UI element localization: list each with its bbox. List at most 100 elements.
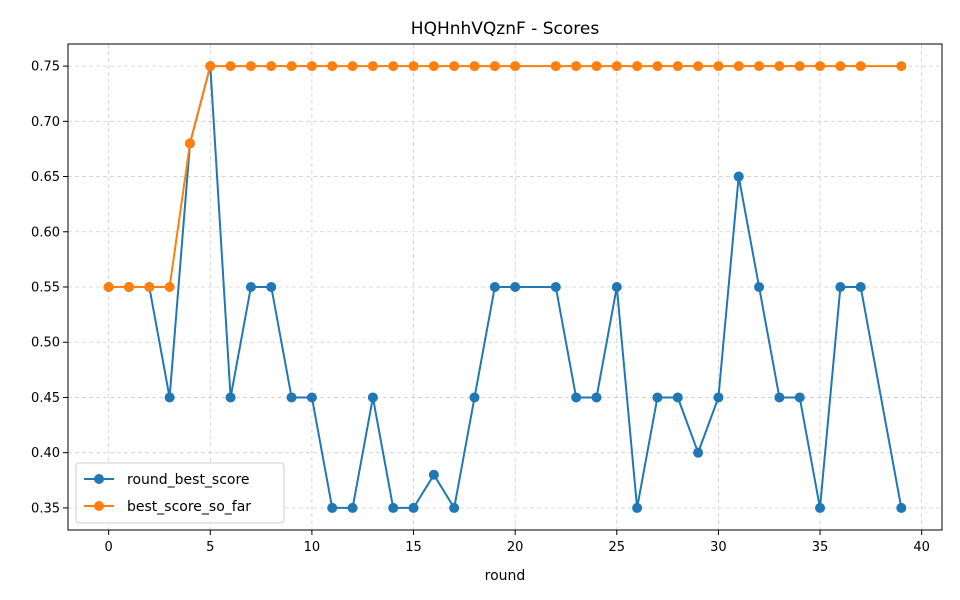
best_score_so_far-point <box>388 61 399 72</box>
round_best_score-point <box>327 502 338 513</box>
round_best_score-point <box>611 282 622 292</box>
x-tick-label: 30 <box>710 540 727 555</box>
legend-label: best_score_so_far <box>127 499 251 515</box>
series-best_score_so_far <box>103 61 907 292</box>
y-axis: 0.35 0.40 0.45 0.50 0.55 0.60 0.65 0.70 0.75 <box>31 60 68 516</box>
round_best_score-point <box>713 392 724 403</box>
round_best_score-point <box>754 282 765 292</box>
best_score_so_far-point <box>794 61 805 72</box>
best_score_so_far-point <box>408 61 419 72</box>
round_best_score-point <box>815 502 826 513</box>
best_score_so_far-point <box>103 282 114 292</box>
round_best_score-point <box>469 392 480 403</box>
y-tick-label: 0.35 <box>31 501 60 516</box>
x-tick-label: 0 <box>105 540 113 555</box>
round_best_score-point <box>510 282 521 292</box>
legend-swatch-marker <box>94 501 104 511</box>
round_best_score-point <box>855 282 866 292</box>
round_best_score-point <box>367 392 378 403</box>
best_score_so_far-point <box>591 61 602 72</box>
legend: round_best_score best_score_so_far <box>75 462 285 524</box>
x-axis: 0 5 10 15 20 25 30 35 40 <box>105 530 930 555</box>
legend-item: best_score_so_far <box>84 499 251 515</box>
y-tick-label: 0.60 <box>31 225 60 240</box>
round_best_score-point <box>388 502 399 513</box>
best_score_so_far-point <box>347 61 358 72</box>
round_best_score-point <box>774 392 785 403</box>
round_best_score-point <box>733 171 744 182</box>
best_score_so_far-point <box>306 61 317 72</box>
y-tick-label: 0.55 <box>31 281 60 296</box>
legend-label: round_best_score <box>127 472 250 488</box>
best_score_so_far-point <box>164 282 175 292</box>
legend-item: round_best_score <box>84 472 250 488</box>
chart-title: HQHnhVQznF - Scores <box>411 19 600 39</box>
best_score_so_far-point <box>184 138 195 149</box>
round_best_score-point <box>672 392 683 403</box>
best_score_so_far-point <box>286 61 297 72</box>
best_score_so_far-point <box>896 61 907 72</box>
best_score_so_far-point <box>632 61 643 72</box>
y-tick-label: 0.65 <box>31 170 60 185</box>
x-tick-label: 25 <box>609 540 626 555</box>
round_best_score-point <box>266 282 277 292</box>
best_score_so_far-point <box>510 61 521 72</box>
round_best_score-point <box>245 282 256 292</box>
best_score_so_far-point <box>449 61 460 72</box>
round_best_score-point <box>306 392 317 403</box>
legend-swatch-marker <box>94 474 104 484</box>
best_score_so_far-point <box>205 61 216 72</box>
round_best_score-point <box>408 502 419 513</box>
y-tick-label: 0.50 <box>31 336 60 351</box>
x-tick-label: 5 <box>206 540 214 555</box>
best_score_so_far-point <box>123 282 134 292</box>
y-tick-label: 0.70 <box>31 115 60 130</box>
best_score_so_far-point <box>835 61 846 72</box>
round_best_score-point <box>449 502 460 513</box>
round_best_score-line <box>108 65 903 509</box>
best_score_so_far-point <box>367 61 378 72</box>
best_score_so_far-point <box>611 61 622 72</box>
x-tick-label: 20 <box>507 540 524 555</box>
best_score_so_far-point <box>144 282 155 292</box>
best_score_so_far-point <box>733 61 744 72</box>
legend-box <box>75 462 285 524</box>
round_best_score-point <box>550 282 561 292</box>
round_best_score-point <box>428 469 439 480</box>
round_best_score-point <box>347 502 358 513</box>
best_score_so_far-point <box>266 61 277 72</box>
x-axis-title: round <box>485 568 526 584</box>
round_best_score-point <box>571 392 582 403</box>
best_score_so_far-point <box>550 61 561 72</box>
best_score_so_far-point <box>652 61 663 72</box>
best_score_so_far-point <box>713 61 724 72</box>
best_score_so_far-point <box>428 61 439 72</box>
best_score_so_far-point <box>855 61 866 72</box>
y-tick-label: 0.45 <box>31 391 60 406</box>
x-tick-label: 40 <box>913 540 930 555</box>
round_best_score-point <box>835 282 846 292</box>
round_best_score-point <box>896 502 907 513</box>
x-tick-label: 35 <box>812 540 829 555</box>
round_best_score-point <box>632 502 643 513</box>
round_best_score-point <box>286 392 297 403</box>
round_best_score-point <box>164 392 175 403</box>
best_score_so_far-point <box>672 61 683 72</box>
best_score_so_far-point <box>225 61 236 72</box>
best_score_so_far-point <box>469 61 480 72</box>
x-tick-label: 10 <box>304 540 321 555</box>
best_score_so_far-point <box>693 61 704 72</box>
best_score_so_far-point <box>774 61 785 72</box>
round_best_score-point <box>489 282 500 292</box>
best_score_so_far-point <box>571 61 582 72</box>
y-tick-label: 0.40 <box>31 446 60 461</box>
round_best_score-point <box>693 447 704 458</box>
best_score_so_far-point <box>327 61 338 72</box>
best_score_so_far-point <box>815 61 826 72</box>
round_best_score-point <box>652 392 663 403</box>
round_best_score-point <box>225 392 236 403</box>
series-layer <box>103 61 907 513</box>
round_best_score-point <box>794 392 805 403</box>
best_score_so_far-point <box>489 61 500 72</box>
